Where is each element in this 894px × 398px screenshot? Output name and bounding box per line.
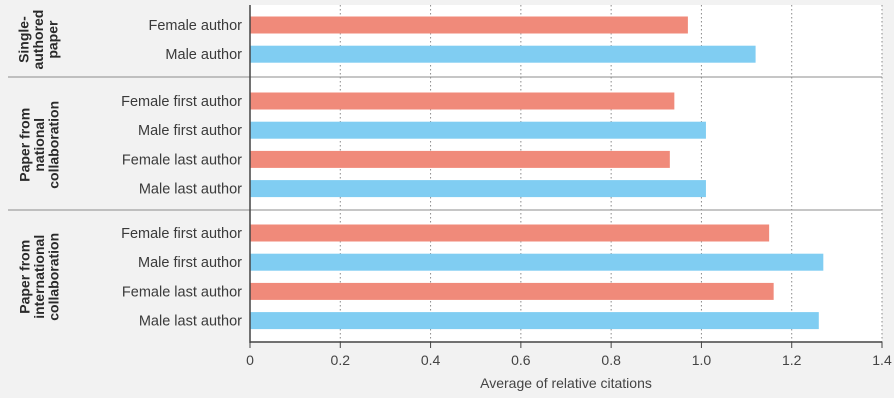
bar-female [250,150,670,168]
group-label-line: collaboration [46,101,62,189]
x-tick-label: 0 [246,352,254,368]
group-label: Single-authoredpaper [16,10,61,70]
group-label: Paper frominternationalcollaboration [17,233,62,321]
bar-female [250,224,770,242]
bar-label: Female author [149,18,243,34]
x-tick-label: 0.8 [601,352,621,368]
bar-male [250,253,824,271]
x-tick-label: 1.2 [782,352,802,368]
group-label-line: international [31,235,47,319]
group-label-line: Paper from [17,240,33,314]
group-label-line: authored [30,10,46,70]
bar-label: Male last author [139,182,242,198]
bar-label: Female first author [121,226,242,242]
bar-label: Female last author [122,284,242,300]
bar-male [250,45,756,63]
bar-label: Female last author [122,152,242,168]
bar-label: Male first author [138,123,242,139]
bar-label: Male last author [139,314,242,330]
group-label-line: Single- [16,16,32,63]
x-axis-label: Average of relative citations [480,375,652,391]
bars [250,16,824,330]
bar-label: Male first author [138,255,242,271]
group-label-line: Paper from [17,108,33,182]
group-separators [8,76,882,211]
bar-male [250,312,819,330]
x-tick-label: 0.6 [511,352,531,368]
group-label-line: national [31,118,47,172]
bar-male [250,180,706,198]
group-label: Paper fromnationalcollaboration [17,101,62,189]
bar-label: Male author [165,47,242,63]
group-label-line: paper [45,20,61,59]
bar-female [250,282,774,300]
x-tick-label: 0.4 [421,352,441,368]
bar-label: Female first author [121,94,242,110]
bar-labels: Female author Male author Female first aut… [121,18,242,330]
bar-male [250,121,706,139]
x-tick-label: 0.2 [331,352,351,368]
bar-female [250,16,688,34]
x-ticks: 0 0.2 0.4 0.6 0.8 1.0 1.2 1.4 [246,342,892,368]
bar-female [250,92,675,110]
group-label-line: collaboration [46,233,62,321]
x-tick-label: 1.4 [872,352,892,368]
x-tick-label: 1.0 [692,352,712,368]
